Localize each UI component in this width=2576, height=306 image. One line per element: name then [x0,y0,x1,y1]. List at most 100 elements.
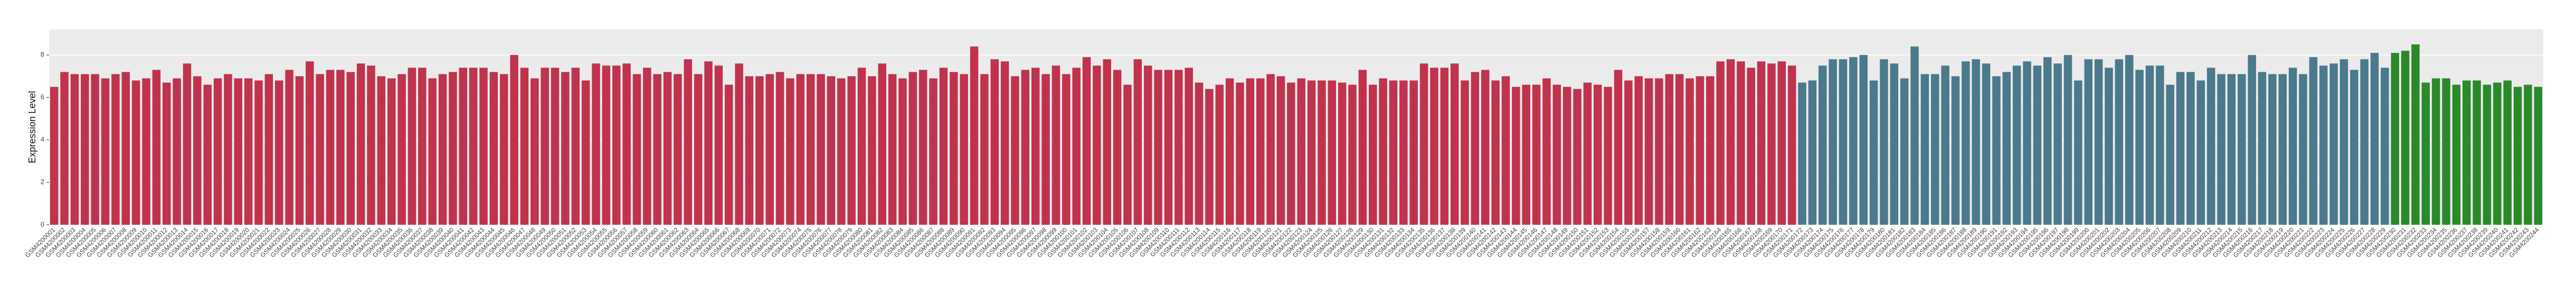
bar [336,70,345,225]
bar [213,78,222,225]
bar [2258,72,2267,225]
bar [847,76,856,225]
bar [2033,65,2042,225]
bar [408,68,416,225]
bar [2278,74,2287,225]
bar [571,68,580,225]
bar [2023,61,2031,225]
bar [50,87,59,225]
bar [755,76,764,225]
bar [745,76,754,225]
bar [1021,70,1030,225]
bar [449,72,457,225]
y-tick-label: 4 [41,136,44,144]
bar [2401,51,2410,225]
bar [1133,59,1142,225]
bar [551,68,560,225]
bar [1307,80,1316,225]
bar [2105,68,2113,225]
bar [1941,65,1949,225]
bar [980,74,989,225]
bar [1542,78,1551,225]
bar [2340,59,2348,225]
bar [929,78,937,225]
bar [1747,68,1755,225]
bar [2166,84,2174,225]
bar [2186,72,2195,225]
bar [1829,59,1837,225]
bar [1890,63,1899,225]
bar [990,59,999,225]
bar [2421,82,2430,225]
bar [531,78,539,225]
bar [857,68,866,225]
bar [1931,74,1939,225]
bar [1430,68,1438,225]
bar [274,80,283,225]
bar [1103,59,1111,225]
bar [428,78,437,225]
bar [694,74,703,225]
bar [367,65,375,225]
bar [1696,76,1704,225]
bar [1614,70,1623,225]
bar [878,63,886,225]
bar [592,63,600,225]
bar [2206,68,2215,225]
bar [2463,80,2471,225]
bar [520,68,529,225]
bar [1706,76,1715,225]
bar [152,70,161,225]
bar [827,76,836,225]
bar [817,74,825,225]
bar [1624,80,1633,225]
bar [1461,80,1469,225]
bar [459,68,468,225]
bar [1481,70,1490,225]
bar [2442,78,2450,225]
bar [1062,74,1071,225]
bar [725,84,733,225]
bar [418,68,427,225]
bar [2268,74,2277,225]
bar [1685,78,1694,225]
bar [1225,78,1234,225]
bar [1665,74,1674,225]
bar [1839,59,1848,225]
bar [1777,61,1786,225]
bar [581,80,590,225]
bar [1562,87,1571,225]
bar [663,72,672,225]
bar [1419,63,1428,225]
bar [224,74,232,225]
bar [1276,76,1285,225]
bar [1338,82,1347,225]
bar [1992,76,2001,225]
bar [2043,57,2052,225]
bar [1910,46,1919,225]
bar [142,78,150,225]
bar [1675,74,1684,225]
bar [1512,87,1520,225]
bar [1031,68,1040,225]
bar [653,74,661,225]
bar [2309,57,2318,225]
bar [1266,74,1275,225]
bar [2196,80,2205,225]
bar [1532,84,1541,225]
bar [1787,65,1796,225]
bar [1297,78,1305,225]
bar [2084,59,2093,225]
bar [131,80,140,225]
bar [2248,55,2256,225]
bar [2473,80,2481,225]
bar [2135,70,2144,225]
bar [1215,84,1224,225]
bar [1869,80,1878,225]
bar [397,74,406,225]
bar [1604,87,1612,225]
bar [674,74,682,225]
bar [101,78,110,225]
bar [2063,55,2072,225]
bar [2452,84,2461,225]
